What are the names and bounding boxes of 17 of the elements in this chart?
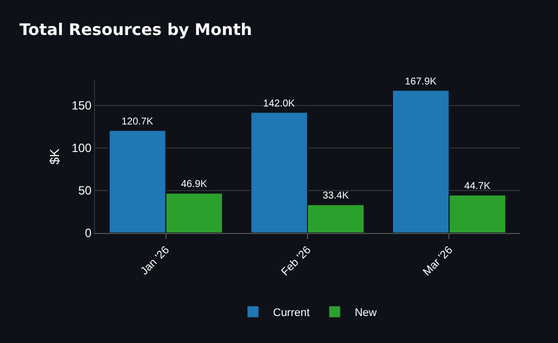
- y-tick-label: 150: [72, 98, 92, 113]
- y-axis-title: $K: [47, 148, 62, 164]
- legend-label: New: [354, 307, 377, 320]
- y-tick-label: 50: [78, 184, 92, 198]
- data-label: 120.7K: [121, 116, 154, 128]
- data-label: 44.7K: [464, 181, 491, 192]
- data-label: 142.0K: [263, 98, 296, 110]
- x-tick-label: Jan '26: [138, 244, 172, 278]
- legend-label: Current: [273, 307, 310, 320]
- data-label: 46.9K: [180, 179, 208, 190]
- chart-title: Total Resources by Month: [20, 20, 252, 40]
- x-tick-label: Mar '26: [420, 244, 456, 278]
- x-tick-label: Feb '26: [279, 244, 314, 278]
- data-label: 167.9K: [404, 76, 437, 88]
- y-tick-label: 0: [84, 226, 92, 240]
- data-label: 33.4K: [322, 190, 350, 202]
- y-tick-label: 100: [72, 141, 92, 156]
